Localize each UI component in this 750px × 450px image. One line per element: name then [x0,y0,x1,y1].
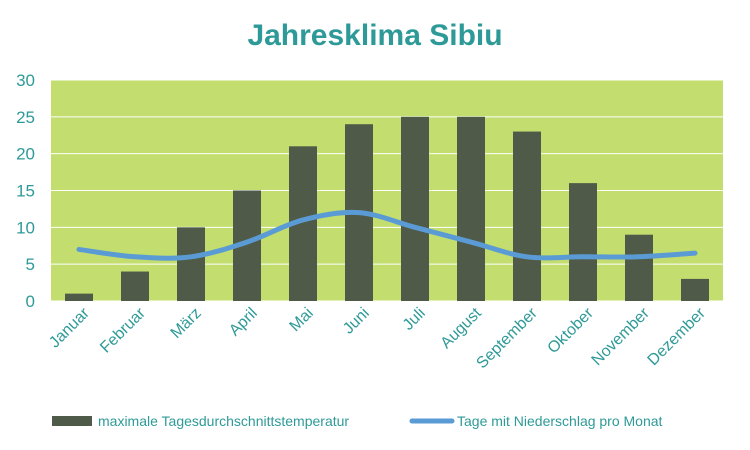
x-tick-label: November [589,304,654,369]
precipitation-line [76,209,698,261]
x-tick-label: April [226,305,261,340]
x-tick-label: Mai [287,305,317,335]
chart-title: Jahresklima Sibiu [247,19,502,52]
y-tick-label: 0 [26,292,35,311]
legend: maximale Tagesdurchschnittstemperatur Tag… [52,413,663,429]
x-tick-label: Dezember [645,304,710,369]
bar-november [625,234,653,301]
bar-september [513,131,541,301]
bar-august [457,116,485,301]
y-tick-label: 20 [16,145,35,164]
legend-label-temperature: maximale Tagesdurchschnittstemperatur [98,413,349,429]
y-tick-label: 15 [16,182,35,201]
bar-märz [177,227,205,301]
x-tick-label: Februar [97,304,149,356]
x-tick-label: Januar [46,304,93,351]
bar-dezember [681,278,709,301]
y-tick-label: 10 [16,218,35,237]
y-tick-label: 25 [16,108,35,127]
x-tick-label: September [473,304,541,372]
legend-swatch-temperature [52,416,92,426]
x-tick-label: Juli [400,305,429,334]
bar-oktober [569,183,597,301]
plot-area: 0 5 10 15 20 25 30 Januar Februar März April Mai Jun… [16,71,723,372]
bar-januar [65,293,93,301]
x-tick-label: Juni [340,305,373,338]
x-tick-label: August [438,304,486,352]
x-tick-label: März [168,305,205,342]
legend-label-precipitation: Tage mit Niederschlag pro Monat [457,413,663,429]
y-tick-label: 5 [26,255,35,274]
bar-juli [401,116,429,301]
bar-februar [121,271,149,301]
y-tick-label: 30 [16,71,35,90]
x-tick-label: Oktober [545,304,598,357]
